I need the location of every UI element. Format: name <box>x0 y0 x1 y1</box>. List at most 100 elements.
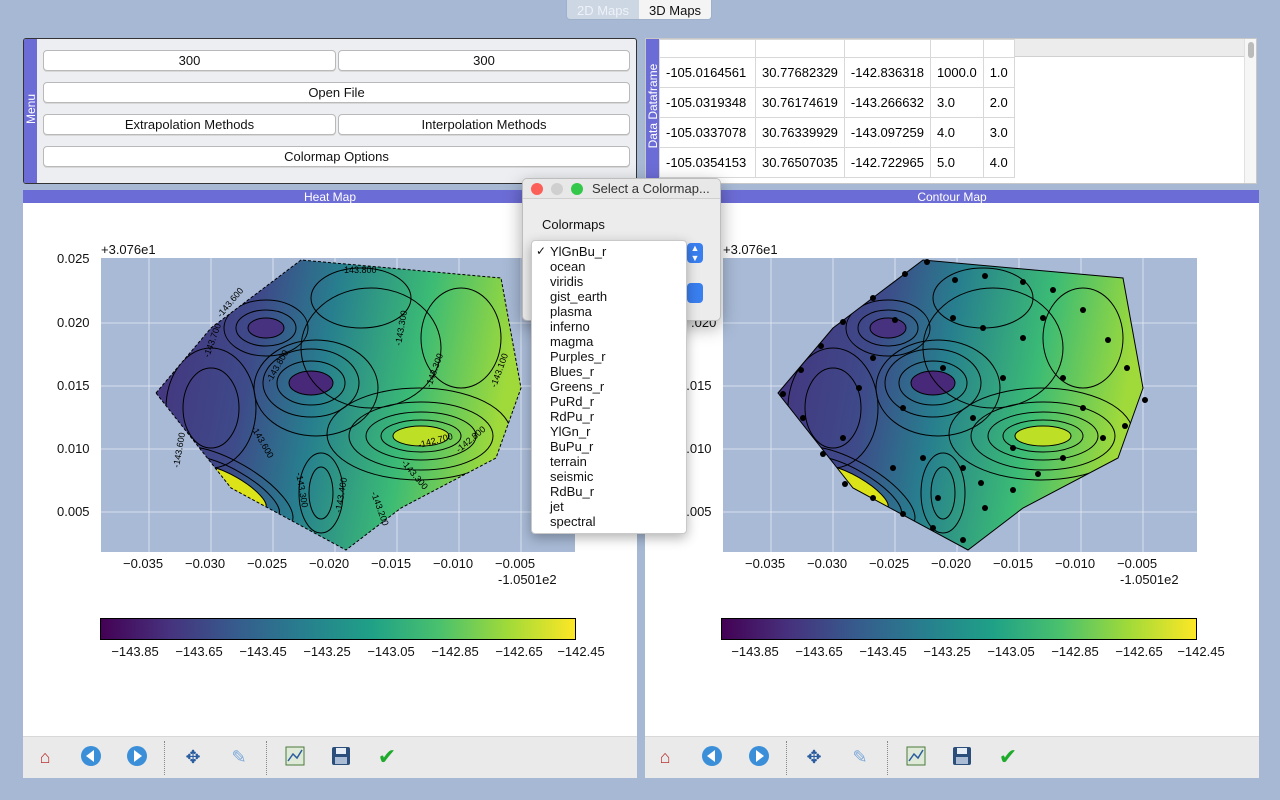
colormap-options-button[interactable]: Colormap Options <box>43 146 630 167</box>
table-cell[interactable]: -142.722965 <box>843 147 931 178</box>
x-tick-label: −0.030 <box>807 556 848 571</box>
tab-3d-maps[interactable]: 3D Maps <box>639 0 712 19</box>
table-cell[interactable]: 2.0 <box>982 87 1015 118</box>
dropdown-option[interactable]: viridis <box>550 274 584 289</box>
table-cell[interactable]: 30.76174619 <box>755 87 845 118</box>
check-icon[interactable]: ✔ <box>998 744 1018 769</box>
table-cell[interactable]: -105.0337078 <box>659 117 756 148</box>
dialog-titlebar[interactable]: Select a Colormap... <box>523 179 720 199</box>
table-scrollbar[interactable] <box>1244 39 1256 183</box>
table-cell[interactable]: -105.0354153 <box>659 147 756 178</box>
back-icon[interactable] <box>700 745 724 769</box>
pan-icon[interactable]: ✥ <box>185 747 201 767</box>
width-field[interactable]: 300 <box>43 50 336 71</box>
dropdown-option[interactable]: inferno <box>550 319 590 334</box>
configure-subplots-icon[interactable] <box>904 745 928 769</box>
dialog-title: Select a Colormap... <box>592 181 710 196</box>
contour-map-plot[interactable] <box>723 258 1197 552</box>
heat-map-toolbar: ⌂ ✥ ✎ ✔ <box>23 736 637 778</box>
contour-map-svg <box>723 258 1197 552</box>
table-cell[interactable]: 1000.0 <box>929 57 984 88</box>
table-cell[interactable]: 30.76339929 <box>755 117 845 148</box>
table-row[interactable]: -105.0319348 30.76174619 -143.266632 3.0… <box>659 87 1015 118</box>
forward-icon[interactable] <box>747 745 771 769</box>
x-tick-label: −0.010 <box>433 556 474 571</box>
y-tick-label: 0.025 <box>57 251 90 266</box>
dropdown-option[interactable]: gist_earth <box>550 289 608 304</box>
sample-points <box>780 259 1148 543</box>
table-cell[interactable]: 1.0 <box>982 57 1015 88</box>
dropdown-option[interactable]: ocean <box>550 259 586 274</box>
zoom-icon[interactable]: ✎ <box>852 747 868 767</box>
back-icon[interactable] <box>79 745 103 769</box>
minimize-icon[interactable] <box>551 183 563 195</box>
x-tick-label: −0.025 <box>869 556 910 571</box>
x-offset-label: -1.0501e2 <box>1120 572 1179 587</box>
dropdown-option[interactable]: PuRd_r <box>550 394 595 409</box>
dropdown-option[interactable]: RdBu_r <box>550 484 595 499</box>
table-cell[interactable]: 4.0 <box>929 117 984 148</box>
dropdown-option[interactable]: magma <box>550 334 594 349</box>
dropdown-option[interactable]: plasma <box>550 304 592 319</box>
dropdown-option[interactable]: Blues_r <box>550 364 595 379</box>
colorbar-tick-label: −143.45 <box>859 644 907 659</box>
table-cell[interactable]: 5.0 <box>929 147 984 178</box>
x-tick-label: −0.030 <box>185 556 226 571</box>
x-tick-label: −0.010 <box>1055 556 1096 571</box>
home-icon[interactable]: ⌂ <box>659 747 671 767</box>
table-cell[interactable]: -105.0164561 <box>659 57 756 88</box>
dropdown-option[interactable]: Purples_r <box>550 349 606 364</box>
home-icon[interactable]: ⌂ <box>39 747 51 767</box>
x-tick-label: −0.005 <box>1117 556 1158 571</box>
table-cell[interactable]: 3.0 <box>982 117 1015 148</box>
extrapolation-methods-button[interactable]: Extrapolation Methods <box>43 114 336 135</box>
forward-icon[interactable] <box>125 745 149 769</box>
table-cell[interactable]: -143.266632 <box>843 87 931 118</box>
table-cell[interactable]: 30.76507035 <box>755 147 845 178</box>
table-cell[interactable]: 3.0 <box>929 87 984 118</box>
colormap-dropdown[interactable]: ✓ YlGnBu_r ocean viridis gist_earth plasm… <box>531 240 687 534</box>
dropdown-option[interactable]: RdPu_r <box>550 409 595 424</box>
dropdown-option-yignbu-r[interactable]: ✓ YlGnBu_r <box>536 244 607 259</box>
table-cell[interactable]: -143.097259 <box>843 117 931 148</box>
x-tick-label: −0.015 <box>371 556 412 571</box>
table-cell[interactable]: 30.77682329 <box>755 57 845 88</box>
table-row[interactable]: -105.0354153 30.76507035 -142.722965 5.0… <box>659 147 1015 178</box>
y-tick-label: 0.005 <box>679 504 712 519</box>
tab-2d-maps[interactable]: 2D Maps <box>567 0 640 19</box>
dropdown-option[interactable]: BuPu_r <box>550 439 594 454</box>
close-icon[interactable] <box>531 183 543 195</box>
dropdown-option[interactable]: jet <box>550 499 564 514</box>
zoom-icon[interactable]: ✎ <box>231 747 247 767</box>
maximize-icon[interactable] <box>571 183 583 195</box>
dropdown-option[interactable]: spectral <box>550 514 596 529</box>
table-row[interactable]: -105.0337078 30.76339929 -143.097259 4.0… <box>659 117 1015 148</box>
table-cell[interactable]: 4.0 <box>982 147 1015 178</box>
table-cell[interactable]: -142.836318 <box>843 57 931 88</box>
dropdown-option[interactable]: Greens_r <box>550 379 605 394</box>
save-icon[interactable] <box>950 745 974 769</box>
x-tick-label: −0.025 <box>247 556 288 571</box>
menu-panel: Menu 300 300 Open File Extrapolation Met… <box>23 38 637 184</box>
colorbar-tick-label: −143.65 <box>795 644 843 659</box>
dropdown-option[interactable]: seismic <box>550 469 594 484</box>
dropdown-option[interactable]: terrain <box>550 454 587 469</box>
save-icon[interactable] <box>329 745 353 769</box>
height-field[interactable]: 300 <box>338 50 630 71</box>
table-row[interactable]: -105.0164561 30.77682329 -142.836318 100… <box>659 57 1015 88</box>
colorbar-tick-label: −143.05 <box>367 644 415 659</box>
interpolation-methods-button[interactable]: Interpolation Methods <box>338 114 630 135</box>
pan-icon[interactable]: ✥ <box>806 747 822 767</box>
open-file-button[interactable]: Open File <box>43 82 630 103</box>
configure-subplots-icon[interactable] <box>283 745 307 769</box>
data-table[interactable]: -105.0164561 30.77682329 -142.836318 100… <box>659 39 1015 178</box>
scrollbar-thumb[interactable] <box>1248 42 1254 58</box>
toolbar-separator <box>266 741 267 775</box>
ok-button[interactable] <box>687 283 703 303</box>
check-icon[interactable]: ✔ <box>377 744 397 769</box>
heat-map-plot[interactable]: -143.800 -143.600 -143.700 -143.300 -143… <box>101 258 575 552</box>
table-cell[interactable]: -105.0319348 <box>659 87 756 118</box>
contour-map-panel: Contour Map +3.076e1 .020 0.015 0.010 0.… <box>645 190 1259 778</box>
dropdown-option[interactable]: YlGn_r <box>550 424 591 439</box>
chevron-updown-icon[interactable]: ▲ ▼ <box>687 243 703 263</box>
